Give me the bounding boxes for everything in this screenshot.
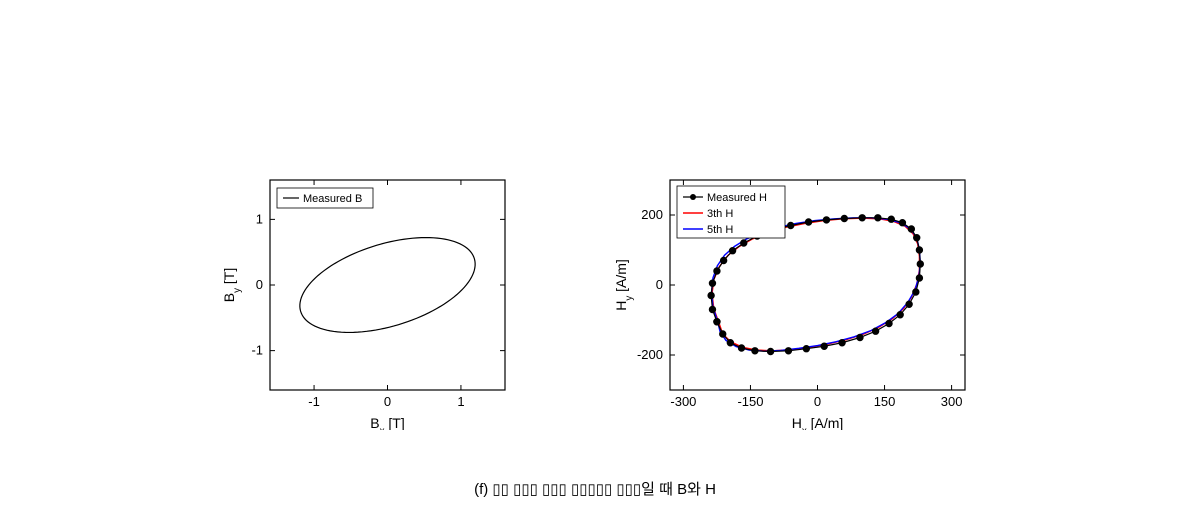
svg-text:300: 300: [941, 394, 963, 409]
svg-text:0: 0: [814, 394, 821, 409]
svg-text:1: 1: [256, 211, 263, 226]
svg-text:200: 200: [641, 207, 663, 222]
svg-text:Hx [A/m]: Hx [A/m]: [792, 415, 844, 430]
svg-text:-150: -150: [737, 394, 763, 409]
svg-text:Measured H: Measured H: [707, 192, 767, 204]
h-chart: -300 -150 0 150 300 -200 0 200 Hx [A/m] Hy [A/m] M…: [605, 170, 975, 430]
svg-text:1: 1: [457, 394, 464, 409]
svg-text:0: 0: [384, 394, 391, 409]
svg-text:-300: -300: [670, 394, 696, 409]
b-chart: -1 0 1 -1 0 1 Bx [T] By [T] Measured B: [215, 170, 515, 430]
svg-text:150: 150: [874, 394, 896, 409]
svg-text:0: 0: [256, 277, 263, 292]
figure-caption: (f) ▯▯ ▯▯▯ ▯▯▯ ▯▯▯▯▯ ▯▯▯일 때 B와 H: [0, 478, 1190, 499]
svg-text:-1: -1: [251, 343, 263, 358]
svg-text:Hy [A/m]: Hy [A/m]: [613, 259, 635, 311]
svg-text:By [T]: By [T]: [221, 268, 243, 302]
h-chart-svg: -300 -150 0 150 300 -200 0 200 Hx [A/m] Hy [A/m] M…: [605, 170, 975, 430]
svg-text:Measured B: Measured B: [303, 193, 362, 205]
svg-text:5th H: 5th H: [707, 224, 733, 236]
svg-text:3th H: 3th H: [707, 208, 733, 220]
svg-text:-200: -200: [637, 347, 663, 362]
svg-text:0: 0: [656, 277, 663, 292]
svg-text:-1: -1: [308, 394, 320, 409]
svg-text:Bx [T]: Bx [T]: [370, 415, 404, 430]
b-chart-svg: -1 0 1 -1 0 1 Bx [T] By [T] Measured B: [215, 170, 515, 430]
